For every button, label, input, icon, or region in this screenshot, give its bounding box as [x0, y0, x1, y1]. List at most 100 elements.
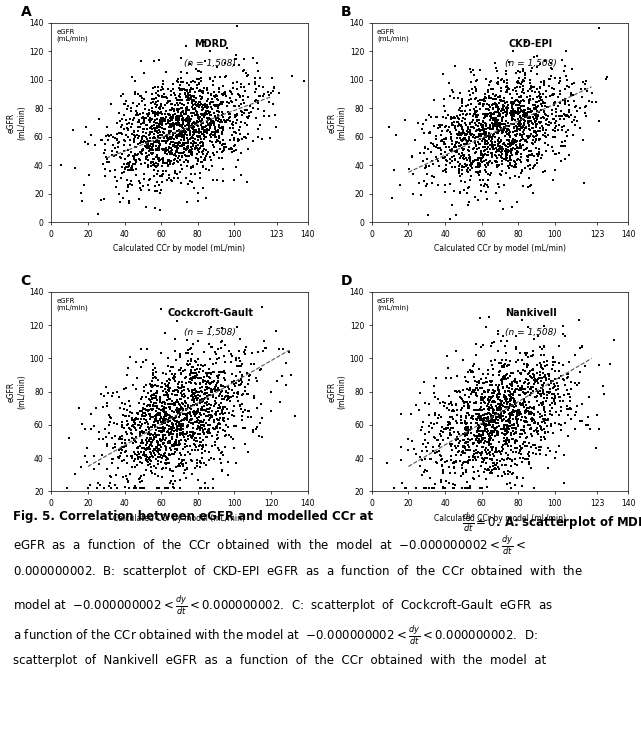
Point — [509, 121, 519, 133]
Point — [203, 119, 213, 132]
Point — [142, 150, 152, 163]
Point — [519, 180, 529, 192]
Point — [117, 419, 128, 431]
Point — [133, 414, 144, 426]
Point — [182, 411, 192, 423]
Point — [137, 135, 147, 147]
Point — [181, 101, 192, 113]
Point — [531, 391, 541, 403]
Point — [463, 181, 474, 193]
Point — [517, 386, 528, 398]
Point — [531, 101, 541, 113]
Point — [440, 119, 451, 132]
Point — [176, 130, 187, 142]
Point — [559, 373, 569, 386]
Point — [156, 119, 166, 131]
Point — [221, 390, 231, 402]
Point — [182, 421, 192, 433]
Point — [174, 138, 185, 150]
Point — [556, 370, 567, 382]
Point — [147, 421, 157, 433]
Point — [248, 102, 258, 114]
Point — [110, 141, 120, 153]
Point — [234, 100, 244, 112]
Point — [519, 383, 529, 395]
Point — [522, 373, 533, 386]
Point — [461, 421, 471, 433]
Point — [501, 110, 511, 122]
Point — [231, 116, 241, 129]
Point — [478, 98, 488, 110]
Point — [400, 482, 410, 494]
Point — [515, 367, 526, 380]
Point — [483, 103, 493, 115]
Point — [156, 434, 167, 446]
Point — [447, 112, 458, 124]
Point — [235, 333, 245, 345]
Point — [159, 404, 169, 416]
Point — [517, 364, 528, 376]
Point — [196, 72, 206, 84]
Point — [208, 90, 219, 102]
Point — [470, 375, 480, 387]
Point — [604, 358, 615, 370]
Point — [515, 424, 526, 436]
Point — [476, 373, 486, 386]
Point — [545, 383, 555, 395]
Point — [224, 107, 234, 119]
Point — [252, 421, 262, 433]
Point — [162, 482, 172, 494]
Point — [485, 99, 495, 111]
Point — [490, 97, 500, 109]
Point — [169, 438, 179, 451]
Point — [506, 419, 517, 431]
Point — [511, 356, 521, 368]
Point — [503, 96, 513, 108]
Point — [179, 434, 190, 446]
Point — [509, 422, 519, 434]
Point — [507, 112, 517, 124]
Point — [262, 85, 272, 98]
Point — [153, 443, 163, 455]
Point — [535, 92, 545, 104]
Point — [214, 119, 224, 131]
Point — [549, 394, 560, 406]
Point — [447, 445, 457, 457]
Point — [483, 104, 494, 116]
Point — [457, 97, 467, 109]
Point — [419, 376, 429, 389]
Point — [188, 138, 198, 150]
Point — [469, 69, 479, 81]
Point — [199, 423, 210, 435]
Text: A: A — [21, 5, 31, 19]
Point — [187, 389, 197, 401]
Point — [432, 417, 442, 429]
Point — [479, 132, 489, 144]
Point — [518, 125, 528, 138]
Point — [537, 120, 547, 132]
Point — [493, 324, 503, 336]
Point — [201, 381, 211, 393]
Point — [193, 392, 203, 404]
Point — [155, 394, 165, 406]
Point — [474, 420, 485, 432]
Point — [519, 123, 529, 135]
Point — [509, 135, 519, 147]
Point — [412, 482, 422, 494]
Point — [520, 453, 531, 465]
Point — [473, 383, 483, 395]
Point — [133, 408, 143, 420]
Point — [123, 150, 133, 163]
Point — [526, 130, 536, 142]
Point — [559, 449, 569, 461]
Point — [502, 380, 512, 392]
Point — [492, 126, 503, 138]
Point — [505, 412, 515, 424]
Point — [128, 414, 138, 426]
Point — [192, 153, 203, 165]
Point — [153, 166, 163, 178]
Point — [497, 99, 508, 111]
Point — [153, 120, 163, 132]
Point — [487, 421, 497, 433]
Point — [511, 94, 521, 106]
